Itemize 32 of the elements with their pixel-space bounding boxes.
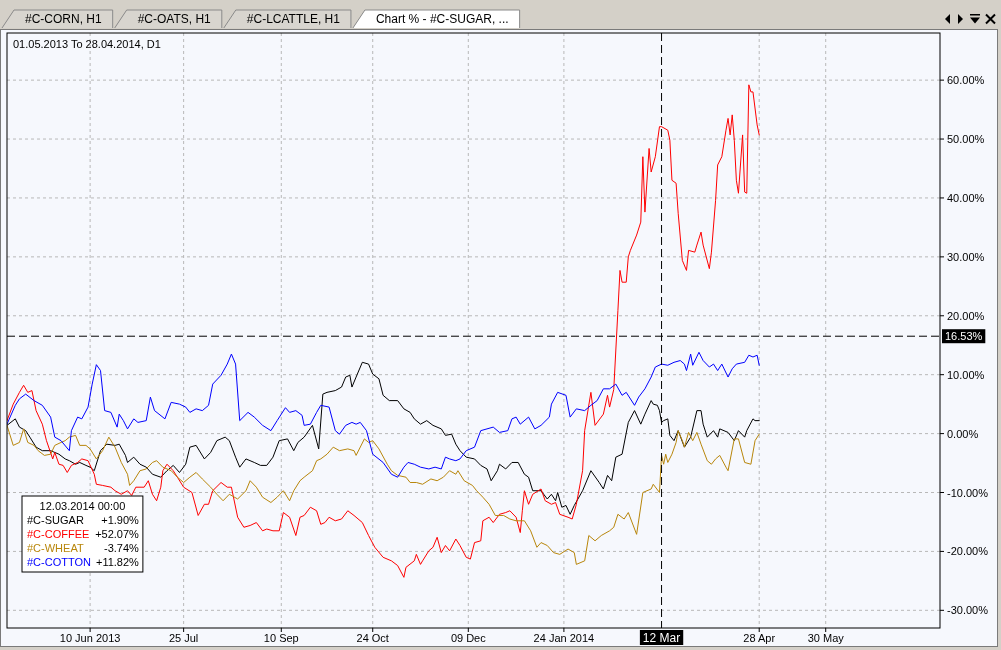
text: 01.05.2013 To 28.04.2014, D1 (13, 38, 161, 50)
y-tick-label: 60.00% (947, 74, 985, 87)
y-tick-label: -30.00% (947, 604, 989, 617)
x-tick-label: 09 Dec (450, 632, 487, 644)
line-series (7, 351, 760, 478)
ref-line-label: 12 Mar (642, 631, 681, 645)
text: #C-OATS, H1 (137, 12, 212, 26)
y-tick-label: -20.00% (947, 545, 989, 558)
text: #C-LCATTLE, H1 (246, 12, 341, 26)
x-tick-label: 30 May (807, 632, 845, 644)
x-tick-label: 24 Oct (356, 632, 389, 644)
text: #C-COFFEE +52.07% (27, 528, 140, 540)
y-tick-label: 20.00% (947, 309, 985, 322)
x-tick-label: 25 Jul (168, 632, 199, 644)
y-tick-label: 40.00% (947, 191, 985, 204)
x-tick-label: 10 Jun 2013 (59, 632, 121, 644)
y-tick-label: 30.00% (947, 250, 985, 263)
text: #C-SUGAR +1.90% (27, 514, 139, 526)
ref-line-label: 16.53% (945, 330, 983, 343)
y-tick-label: -10.00% (947, 486, 989, 499)
text: #C-CORN, H1 (24, 12, 102, 26)
x-tick-label: 24 Jan 2014 (533, 632, 595, 644)
y-tick-label: 10.00% (947, 368, 985, 381)
x-tick-label: 10 Sep (263, 632, 299, 644)
y-tick-label: 0.00% (947, 427, 979, 440)
x-tick-label: 28 Apr (743, 632, 776, 644)
text: Chart % - #C-SUGAR, ... (375, 12, 509, 26)
line-series (7, 84, 760, 578)
y-tick-label: 50.00% (947, 133, 985, 146)
legend-title: 12.03.2014 00:00 (39, 500, 126, 512)
text: #C-WHEAT -3.74% (27, 542, 139, 554)
text: #C-COTTON +11.82% (27, 556, 140, 568)
